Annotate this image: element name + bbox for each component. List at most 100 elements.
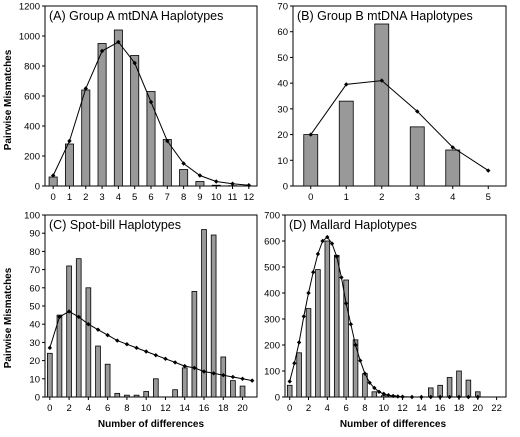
y-tick-label-b-2: 20 [277, 130, 288, 141]
bar-a-6 [147, 92, 155, 187]
line-point-c-8 [125, 342, 129, 346]
y-tick-label-d-1: 100 [264, 367, 280, 378]
y-tick-label-a-4: 800 [24, 62, 40, 73]
line-point-c-19 [231, 375, 235, 379]
x-tick-label-c-1: 2 [66, 403, 71, 414]
bar-d-7 [353, 340, 358, 397]
line-point-d-2 [297, 340, 301, 344]
y-tick-label-d-5: 500 [264, 263, 280, 274]
panel-title-a: (A) Group A mtDNA Haplotypes [49, 9, 223, 23]
line-point-c-10 [144, 349, 148, 353]
line-point-c-5 [96, 327, 100, 331]
bar-c-13 [173, 390, 178, 397]
y-tick-label-d-6: 600 [264, 237, 280, 248]
bar-d-0 [287, 385, 292, 397]
y-axis-label-top: Pairwise Mismatches [3, 49, 14, 150]
x-tick-label-c-8: 16 [199, 403, 210, 414]
x-tick-label-d-4: 8 [362, 403, 367, 414]
y-tick-label-a-5: 1000 [19, 32, 40, 43]
y-tick-label-a-0: 0 [35, 182, 40, 193]
bar-d-3 [316, 270, 321, 397]
panel-title-c: (C) Spot-bill Haplotypes [49, 218, 181, 232]
y-axis-label-bottom: Pairwise Mismatches [3, 267, 14, 368]
line-point-d-11 [339, 275, 343, 279]
y-tick-label-c-5: 50 [29, 302, 40, 313]
bar-c-9 [134, 395, 139, 397]
x-tick-label-c-2: 4 [86, 403, 91, 414]
x-tick-label-d-9: 18 [454, 403, 465, 414]
y-tick-label-c-0: 0 [35, 393, 40, 404]
x-tick-label-c-7: 14 [179, 403, 190, 414]
bar-a-9 [196, 182, 204, 187]
bar-d-19 [466, 380, 471, 397]
bar-c-4 [86, 288, 91, 397]
x-tick-label-a-7: 7 [165, 192, 170, 203]
y-tick-label-c-4: 40 [29, 320, 40, 331]
line-point-a-10 [214, 179, 218, 183]
line-point-c-7 [115, 338, 119, 342]
x-tick-label-a-11: 11 [228, 192, 238, 203]
line-point-d-0 [288, 379, 292, 383]
y-tick-label-d-0: 0 [275, 393, 280, 404]
x-tick-label-c-4: 8 [124, 403, 129, 414]
line-point-c-12 [163, 357, 167, 361]
y-tick-label-c-8: 80 [29, 247, 40, 258]
line-point-d-26 [419, 395, 423, 399]
line-point-a-1 [67, 139, 71, 143]
y-tick-label-d-2: 200 [264, 341, 280, 352]
y-tick-label-c-3: 30 [29, 338, 40, 349]
bar-c-19 [231, 381, 236, 397]
y-tick-label-b-4: 40 [277, 79, 288, 90]
bar-d-17 [447, 378, 452, 398]
x-tick-label-a-12: 12 [244, 192, 255, 203]
bar-c-3 [76, 259, 81, 397]
bar-b-3 [410, 127, 424, 186]
y-tick-label-a-6: 1200 [19, 2, 40, 13]
x-tick-label-a-3: 3 [99, 192, 104, 203]
y-tick-label-b-3: 30 [277, 104, 288, 115]
x-tick-label-a-6: 6 [148, 192, 153, 203]
line-point-d-3 [302, 314, 306, 318]
line-point-d-23 [396, 394, 400, 398]
x-tick-label-d-11: 22 [491, 403, 502, 414]
bar-c-20 [240, 386, 245, 397]
bar-c-1 [57, 315, 62, 397]
x-tick-label-c-3: 6 [105, 403, 110, 414]
expected-line-b [311, 81, 489, 171]
panel-title-b: (B) Group B mtDNA Haplotypes [297, 9, 473, 23]
bar-d-2 [306, 309, 311, 397]
x-tick-label-d-10: 20 [472, 403, 483, 414]
bar-b-1 [339, 101, 353, 186]
y-tick-label-c-1: 10 [29, 374, 40, 385]
bar-c-14 [182, 368, 187, 397]
bar-c-8 [125, 395, 130, 397]
x-tick-label-b-2: 2 [379, 192, 384, 203]
bar-a-7 [163, 140, 171, 187]
bar-a-0 [49, 177, 57, 186]
line-point-d-1 [292, 361, 296, 365]
x-tick-label-b-0: 0 [308, 192, 313, 203]
x-tick-label-d-2: 4 [325, 403, 330, 414]
line-point-c-20 [240, 377, 244, 381]
line-point-d-15 [358, 358, 362, 362]
bar-b-4 [446, 150, 460, 186]
y-tick-label-b-7: 70 [277, 2, 288, 13]
bar-c-2 [67, 266, 72, 397]
x-tick-label-c-0: 0 [47, 403, 52, 414]
bar-c-11 [153, 379, 158, 397]
y-tick-label-a-2: 400 [24, 122, 40, 133]
bar-b-2 [375, 24, 389, 186]
line-point-d-13 [349, 322, 353, 326]
x-tick-label-d-7: 14 [416, 403, 427, 414]
y-tick-label-b-1: 10 [277, 156, 288, 167]
line-point-a-12 [247, 183, 251, 187]
y-tick-label-c-6: 60 [29, 283, 40, 294]
y-tick-label-a-3: 600 [24, 92, 40, 103]
y-tick-label-b-6: 60 [277, 27, 288, 38]
bar-c-10 [144, 392, 149, 397]
bar-d-18 [457, 371, 462, 397]
x-tick-label-a-8: 8 [181, 192, 186, 203]
